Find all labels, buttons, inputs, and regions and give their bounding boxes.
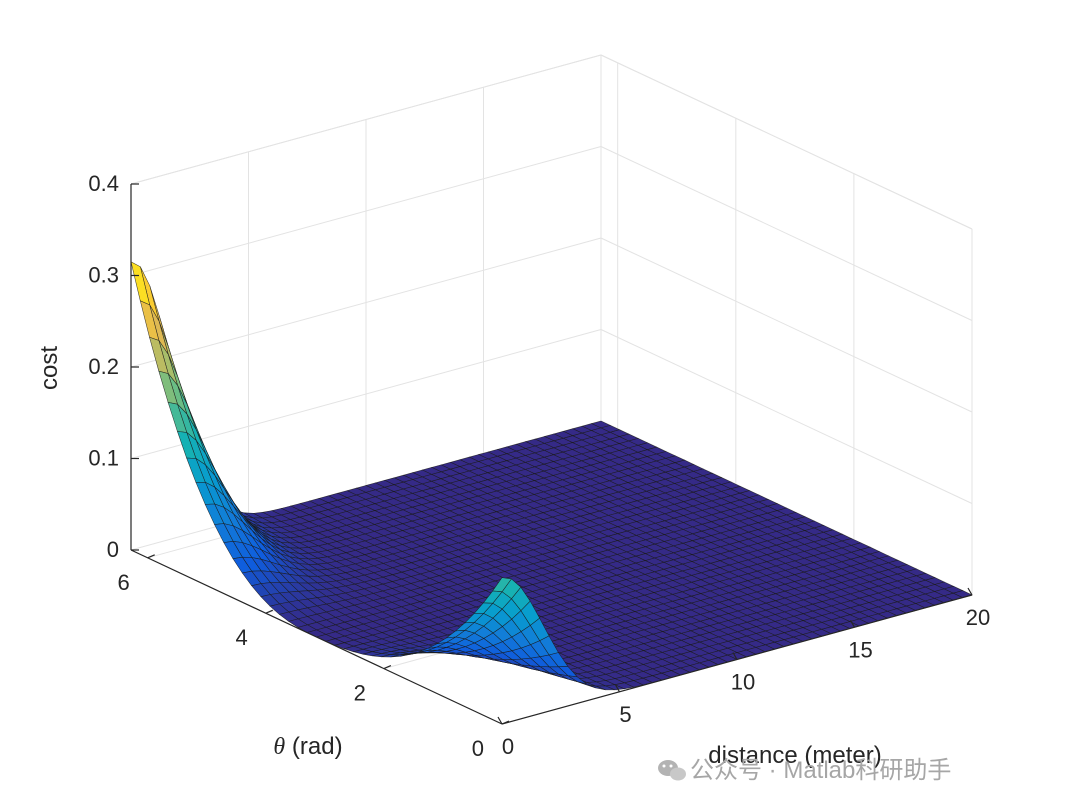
gridline-back-wall-z xyxy=(130,237,602,368)
z-axis-label: cost xyxy=(36,346,63,390)
x-axis-label: distance (meter) xyxy=(708,742,881,769)
x-tick-label: 20 xyxy=(966,605,990,630)
y-tick-label: 2 xyxy=(354,681,366,706)
surface-plot xyxy=(130,261,973,691)
x-tick-label: 0 xyxy=(502,734,514,759)
z-tick-label: 0 xyxy=(107,537,119,562)
y-tick xyxy=(265,609,274,614)
y-axis-label-symbol: θ xyxy=(273,734,285,760)
watermark: 公众号 · Matlab科研助手 xyxy=(658,757,951,784)
z-tick-label: 0.4 xyxy=(88,171,119,196)
y-tick xyxy=(383,665,392,670)
box-edge xyxy=(600,54,973,230)
x-tick-label: 15 xyxy=(848,637,872,662)
axes-frame xyxy=(130,183,973,725)
y-tick xyxy=(501,720,510,725)
x-tick xyxy=(732,652,738,660)
wechat-icon xyxy=(658,760,686,781)
gridline-side-wall-z xyxy=(600,146,973,321)
y-tick xyxy=(147,554,155,559)
y-tick-label: 6 xyxy=(117,570,129,595)
z-tick-label: 0.3 xyxy=(88,263,119,288)
x-tick xyxy=(614,684,621,693)
surface-patch xyxy=(492,577,512,592)
y-axis-label-text: (rad) xyxy=(285,733,342,760)
box-edge xyxy=(130,54,602,185)
x-tick-label: 5 xyxy=(619,702,631,727)
gridline-side-wall-z xyxy=(600,329,973,504)
gridline-back-wall-z xyxy=(130,146,602,276)
tick-labels: 0 0.1 0.2 0.3 0.4 0 5 10 15 20 0 2 4 6 xyxy=(88,171,990,761)
x-tick xyxy=(849,620,856,628)
x-tick xyxy=(497,716,503,725)
y-axis-label: θ (rad) xyxy=(273,733,342,760)
y-axis-line xyxy=(130,549,503,725)
z-tick-label: 0.1 xyxy=(88,446,119,471)
y-tick-label: 4 xyxy=(236,625,248,650)
x-tick xyxy=(967,587,973,596)
gridline-back-wall-z xyxy=(130,329,602,459)
z-tick-label: 0.2 xyxy=(88,354,119,379)
gridline-side-wall-z xyxy=(600,237,973,413)
x-tick-label: 10 xyxy=(731,670,755,695)
y-tick-label: 0 xyxy=(472,736,484,761)
watermark-text: 公众号 · Matlab科研助手 xyxy=(690,757,951,784)
